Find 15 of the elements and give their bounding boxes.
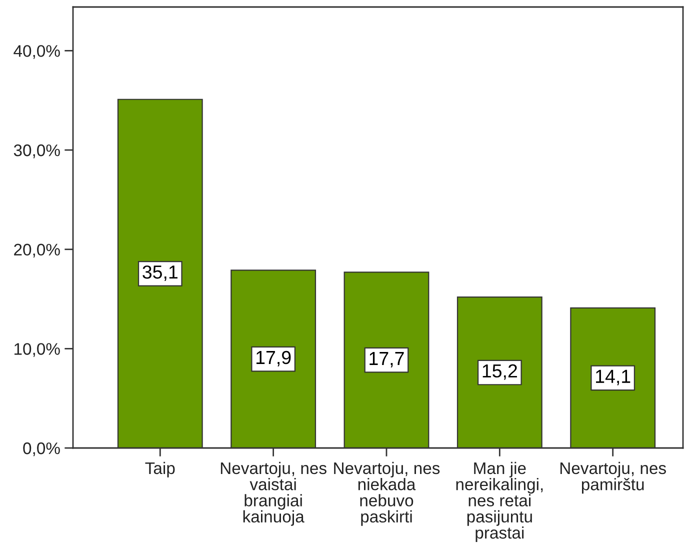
x-tick-label: Nevartoju, nes niekada nebuvo paskirti [334,462,440,526]
y-tick-label: 0,0% [23,442,60,456]
data-label: 17,7 [370,352,404,368]
y-tick-label: 10,0% [14,343,60,357]
data-label: 14,1 [596,370,630,386]
y-tick-label: 40,0% [14,45,60,59]
y-tick-label: 30,0% [14,144,60,158]
x-tick-label: Nevartoju, nes pamirštu [560,462,666,494]
data-label: 15,2 [482,364,517,380]
x-tick-label: Taip [145,462,175,478]
data-label: 35,1 [142,265,178,281]
x-tick-label: Nevartoju, nes vaistai brangiai kainuoja [220,462,326,526]
y-tick-label: 20,0% [14,244,60,258]
data-label: 17,9 [256,350,291,366]
x-tick-label: Man jie nereikalingi, nes retai pasijuntu prastai [456,462,543,542]
